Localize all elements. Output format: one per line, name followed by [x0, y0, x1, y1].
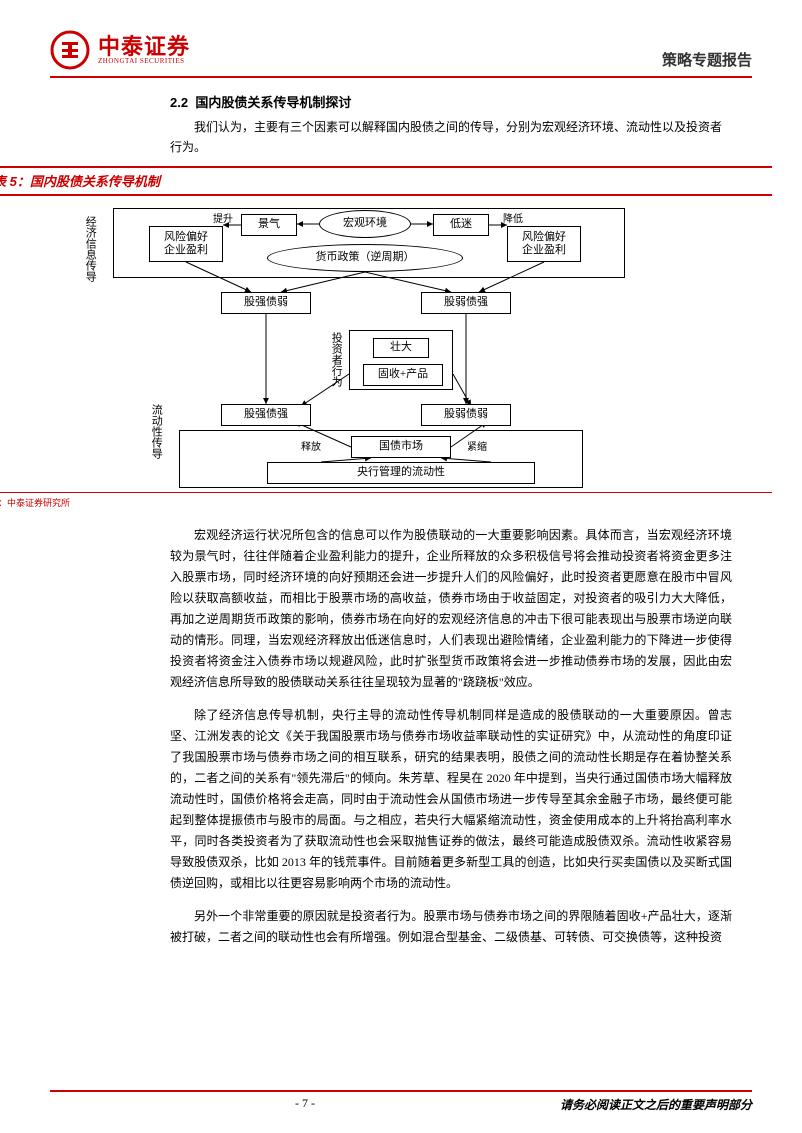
edge-label: 紧缩: [467, 438, 487, 453]
figure-number: 图表 5：: [0, 174, 30, 189]
vertical-label: 流动性传导: [149, 404, 162, 459]
body-paragraph: 除了经济信息传导机制，央行主导的流动性传导机制同样是造成的股债联动的一大重要原因…: [170, 705, 732, 894]
header: 中泰证券 ZHONGTAI SECURITIES 策略专题报告: [50, 30, 752, 78]
report-type: 策略专题报告: [662, 49, 752, 70]
figure-title-row: 图表 5：国内股债关系传导机制: [0, 166, 772, 196]
body-content: 宏观经济运行状况所包含的信息可以作为股债联动的一大重要影响因素。具体而言，当宏观…: [170, 525, 732, 948]
flowchart-frame: [179, 430, 583, 488]
intro-paragraph: 我们认为，主要有三个因素可以解释国内股债之间的传导，分别为宏观经济环境、流动性以…: [170, 117, 732, 158]
logo-block: 中泰证券 ZHONGTAI SECURITIES: [50, 30, 190, 70]
edge-label: 释放: [301, 438, 321, 453]
vertical-label: 投资者行为: [329, 332, 342, 387]
flowchart: 经济信息传导投资者行为流动性传导景气宏观环境低迷货币政策（逆周期）风险偏好 企业…: [71, 208, 631, 488]
page-number: - 7 -: [295, 1096, 315, 1113]
flowchart-node: 股强债强: [221, 404, 311, 426]
body-paragraph: 另外一个非常重要的原因就是投资者行为。股票市场与债券市场之间的界限随着固收+产品…: [170, 906, 732, 948]
flowchart-node: 股弱债强: [421, 292, 511, 314]
flowchart-node: 股弱债弱: [421, 404, 511, 426]
logo-text-en: ZHONGTAI SECURITIES: [98, 58, 190, 65]
figure-title: 国内股债关系传导机制: [30, 174, 160, 189]
flowchart-frame: [349, 330, 453, 390]
footer: - 7 - 请务必阅读正文之后的重要声明部分: [50, 1090, 752, 1113]
section-title: 2.2 国内股债关系传导机制探讨: [170, 92, 732, 111]
edge-label: 提升: [213, 210, 233, 225]
disclaimer: 请务必阅读正文之后的重要声明部分: [560, 1096, 752, 1113]
logo-icon: [50, 30, 90, 70]
flowchart-node: 股强债弱: [221, 292, 311, 314]
figure-source: 来源：中泰证券研究所: [0, 494, 70, 509]
edge-label: 降低: [503, 210, 523, 225]
section-name: 国内股债关系传导机制探讨: [195, 95, 351, 110]
figure-source-row: 来源：中泰证券研究所: [0, 492, 772, 511]
body-paragraph: 宏观经济运行状况所包含的信息可以作为股债联动的一大重要影响因素。具体而言，当宏观…: [170, 525, 732, 693]
section-num: 2.2: [170, 95, 188, 110]
flowchart-frame: [113, 208, 625, 278]
vertical-label: 经济信息传导: [83, 216, 96, 282]
logo-text-cn: 中泰证券: [98, 36, 190, 58]
figure-container: 经济信息传导投资者行为流动性传导景气宏观环境低迷货币政策（逆周期）风险偏好 企业…: [0, 198, 772, 492]
